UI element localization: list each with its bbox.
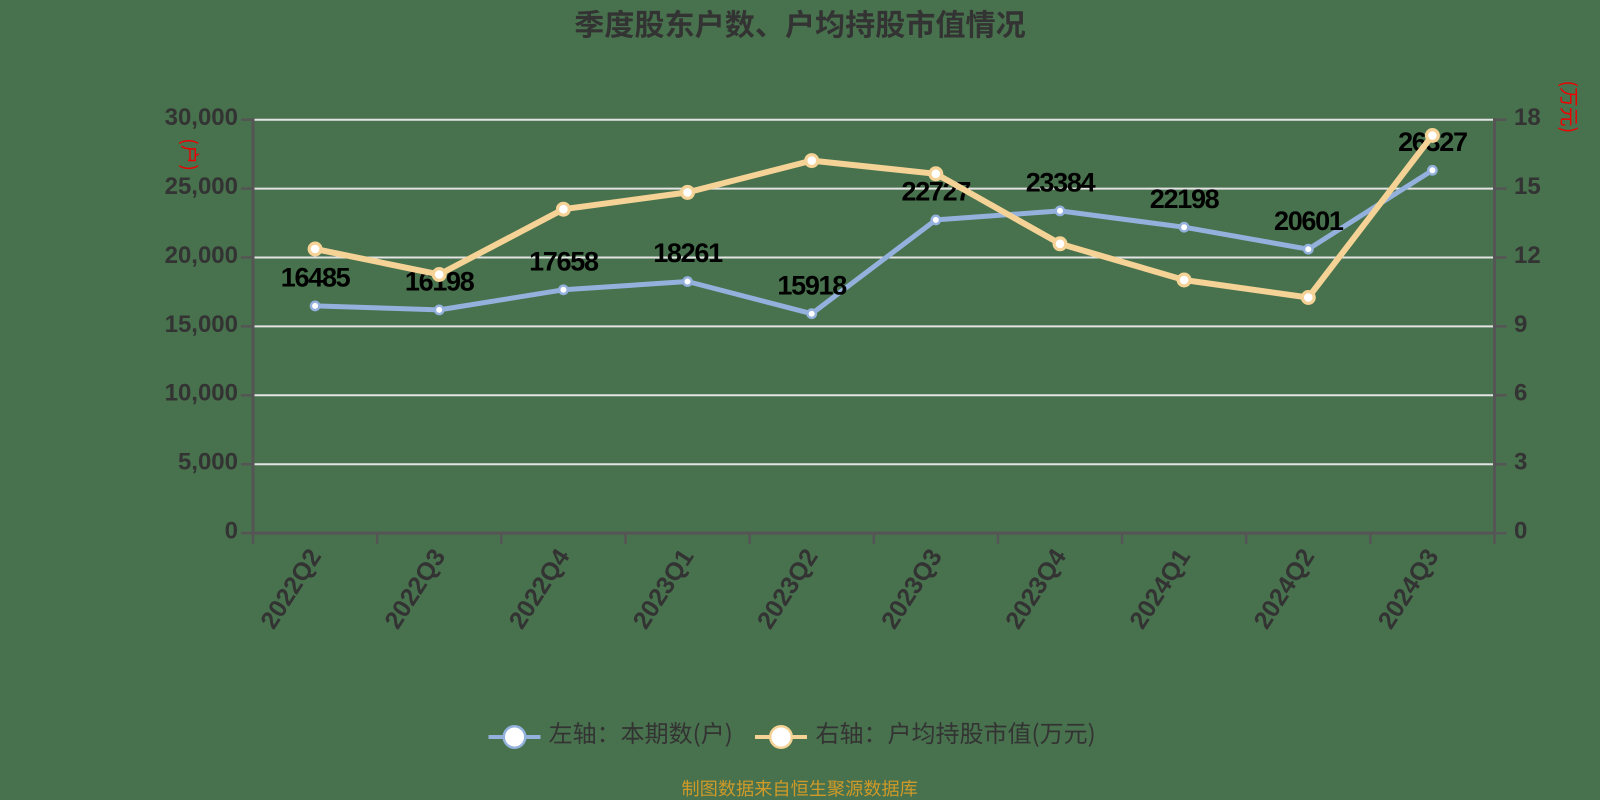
- svg-text:5,000: 5,000: [178, 449, 238, 476]
- svg-text:0: 0: [225, 518, 238, 545]
- svg-text:6: 6: [1514, 380, 1527, 407]
- svg-text:17658: 17658: [529, 246, 599, 276]
- svg-text:15,000: 15,000: [165, 311, 238, 338]
- svg-text:30,000: 30,000: [165, 104, 238, 131]
- svg-text:15: 15: [1514, 173, 1541, 200]
- svg-text:20,000: 20,000: [165, 242, 238, 269]
- svg-text:12: 12: [1514, 242, 1541, 269]
- svg-text:23384: 23384: [1026, 167, 1096, 197]
- svg-text:20601: 20601: [1274, 206, 1344, 236]
- svg-text:3: 3: [1514, 449, 1527, 476]
- svg-text:16485: 16485: [281, 263, 351, 293]
- svg-text:0: 0: [1514, 518, 1527, 545]
- svg-text:22198: 22198: [1150, 184, 1220, 214]
- svg-text:18261: 18261: [653, 238, 723, 268]
- svg-text:15918: 15918: [777, 270, 847, 300]
- svg-text:25,000: 25,000: [165, 173, 238, 200]
- svg-text:9: 9: [1514, 311, 1527, 338]
- svg-text:22727: 22727: [902, 177, 971, 207]
- svg-text:18: 18: [1514, 104, 1541, 131]
- svg-text:10,000: 10,000: [165, 380, 238, 407]
